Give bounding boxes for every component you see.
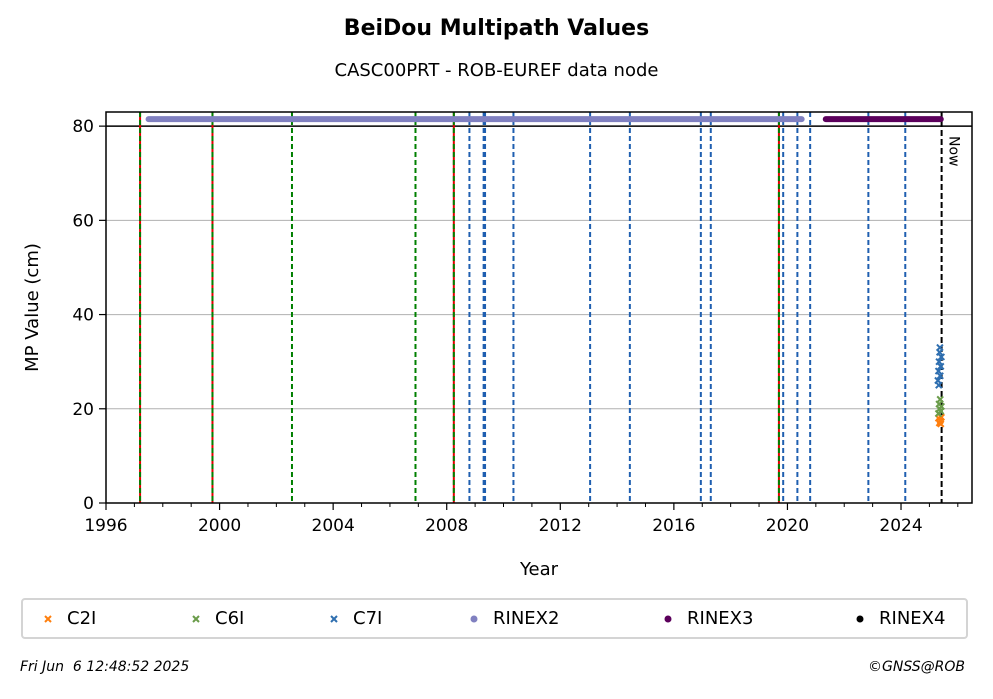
x-tick-label: 2008 (425, 516, 468, 536)
legend-marker (35, 614, 61, 624)
point-c7i (935, 381, 943, 389)
x-tick-label: 2000 (198, 516, 241, 536)
y-tick-label: 40 (72, 306, 94, 326)
x-tick-label: 2004 (312, 516, 355, 536)
legend-marker (847, 614, 873, 624)
point-c7i (934, 367, 943, 375)
legend-marker (183, 614, 209, 624)
x-tick-label: 1996 (84, 516, 127, 536)
chart-subtitle: CASC00PRT - ROB-EUREF data node (334, 60, 659, 81)
legend-marker (321, 614, 347, 624)
y-tick-label: 20 (72, 400, 94, 420)
legend-item-c2i: C2I (35, 600, 96, 637)
point-c7i (936, 343, 944, 352)
event-lines: Now (139, 112, 962, 503)
legend-item-rinex3: RINEX3 (655, 600, 753, 637)
legend-label: C2I (67, 608, 97, 629)
x-axis-label: Year (519, 559, 559, 580)
y-axis-label: MP Value (cm) (22, 243, 43, 372)
credit-text: ©GNSS@ROB (868, 659, 965, 675)
legend-marker (461, 614, 487, 624)
y-tick-label: 80 (72, 117, 94, 137)
legend-item-c7i: C7I (321, 600, 382, 637)
point-c6i (936, 395, 944, 404)
legend-label: RINEX2 (493, 608, 560, 629)
legend-item-rinex2: RINEX2 (461, 600, 559, 637)
legend-item-c6i: C6I (183, 600, 244, 637)
point-c7i (937, 362, 945, 371)
point-c7i (937, 353, 946, 361)
legend-item-rinex4: RINEX4 (847, 600, 945, 637)
timestamp-text: Fri Jun 6 12:48:52 2025 (20, 659, 190, 675)
x-tick-label: 2020 (766, 516, 809, 536)
x-tick-label: 2012 (539, 516, 582, 536)
data-points (145, 116, 946, 428)
y-tick-label: 0 (83, 494, 94, 514)
point-c7i (936, 372, 944, 380)
legend-label: RINEX4 (879, 608, 946, 629)
legend-label: C6I (215, 608, 245, 629)
point-c6i (937, 402, 946, 411)
point-c7i (935, 357, 943, 366)
grid-layer (106, 125, 972, 410)
x-tick-label: 2024 (879, 516, 922, 536)
legend-label: RINEX3 (687, 608, 754, 629)
chart-title: BeiDou Multipath Values (343, 16, 650, 41)
plot-frame (105, 111, 973, 504)
y-tick-label: 60 (72, 211, 94, 231)
point-c2i (937, 420, 945, 428)
now-label: Now (946, 136, 962, 167)
legend: C2I C6I C7I RINEX2 RINEX3 RINEX4 (21, 598, 968, 639)
axes: 1996 2000 2004 2008 2012 2016 2020 2024 0 20 40 60 8… (22, 111, 973, 580)
x-tick-label: 2016 (652, 516, 695, 536)
legend-label: C7I (353, 608, 383, 629)
legend-marker (655, 614, 681, 624)
